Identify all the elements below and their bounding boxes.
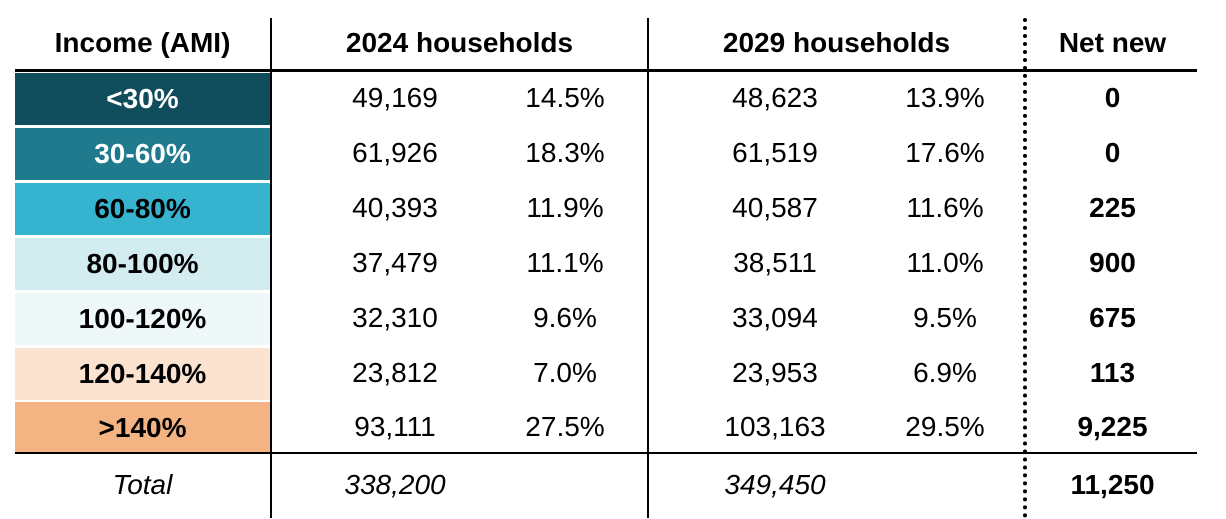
net-new: 0 bbox=[1104, 136, 1121, 168]
share-2029: 29.5% bbox=[905, 411, 985, 443]
total-2024-households: 338,200 bbox=[344, 469, 446, 500]
net-new: 0 bbox=[1104, 82, 1121, 113]
households-2024: 32,310 bbox=[352, 301, 438, 333]
households-2024: 23,812 bbox=[352, 356, 438, 388]
header-2024-households: 2024 households bbox=[345, 27, 574, 58]
households-2029: 40,587 bbox=[732, 191, 818, 223]
income-band-cell: <30% bbox=[15, 73, 270, 125]
share-2029: 6.9% bbox=[913, 356, 977, 388]
share-2024: 11.1% bbox=[526, 246, 604, 278]
income-band-cell: 100-120% bbox=[15, 292, 270, 345]
column-divider-2024 bbox=[270, 18, 272, 518]
header-2029-households: 2029 households bbox=[722, 27, 951, 58]
households-2029: 38,511 bbox=[733, 246, 817, 278]
header-net-new: Net new bbox=[1058, 27, 1167, 58]
households-2029: 61,519 bbox=[732, 136, 818, 168]
households-2029: 48,623 bbox=[732, 82, 818, 113]
income-band-cell: >140% bbox=[15, 402, 270, 455]
households-2024: 40,393 bbox=[352, 191, 438, 223]
share-2024: 7.0% bbox=[533, 356, 597, 388]
share-2024: 27.5% bbox=[525, 411, 605, 443]
header-income: Income (AMI) bbox=[54, 27, 231, 58]
net-new: 675 bbox=[1089, 301, 1136, 333]
households-2024: 37,479 bbox=[352, 246, 438, 278]
share-2029: 17.6% bbox=[905, 136, 985, 168]
share-2029: 9.5% bbox=[913, 301, 977, 333]
total-label: Total bbox=[112, 469, 173, 500]
share-2029: 11.6% bbox=[906, 191, 984, 223]
income-band-cell: 30-60% bbox=[15, 127, 270, 180]
households-2024: 61,926 bbox=[352, 136, 438, 168]
share-2024: 18.3% bbox=[525, 136, 605, 168]
share-2029: 11.0% bbox=[906, 246, 984, 278]
income-band-cell: 60-80% bbox=[15, 182, 270, 235]
income-band-cell: 120-140% bbox=[15, 347, 270, 400]
header-divider bbox=[15, 69, 1197, 72]
net-new: 113 bbox=[1089, 356, 1136, 388]
households-2024: 49,169 bbox=[352, 82, 438, 113]
total-divider bbox=[15, 452, 1197, 454]
households-2029: 103,163 bbox=[724, 411, 826, 443]
share-2024: 14.5% bbox=[525, 82, 605, 113]
column-divider-2029 bbox=[647, 18, 649, 518]
net-new: 225 bbox=[1089, 191, 1136, 223]
share-2024: 9.6% bbox=[533, 301, 597, 333]
column-divider-net-dotted bbox=[1023, 18, 1027, 518]
households-2024: 93,111 bbox=[354, 411, 436, 443]
income-band-cell: 80-100% bbox=[15, 237, 270, 290]
households-2029: 33,094 bbox=[732, 301, 818, 333]
net-new: 9,225 bbox=[1077, 411, 1148, 443]
net-new: 900 bbox=[1089, 246, 1136, 278]
total-2029-households: 349,450 bbox=[724, 469, 826, 500]
share-2029: 13.9% bbox=[905, 82, 985, 113]
total-net-new: 11,250 bbox=[1070, 469, 1155, 500]
households-2029: 23,953 bbox=[732, 356, 818, 388]
share-2024: 11.9% bbox=[526, 191, 604, 223]
